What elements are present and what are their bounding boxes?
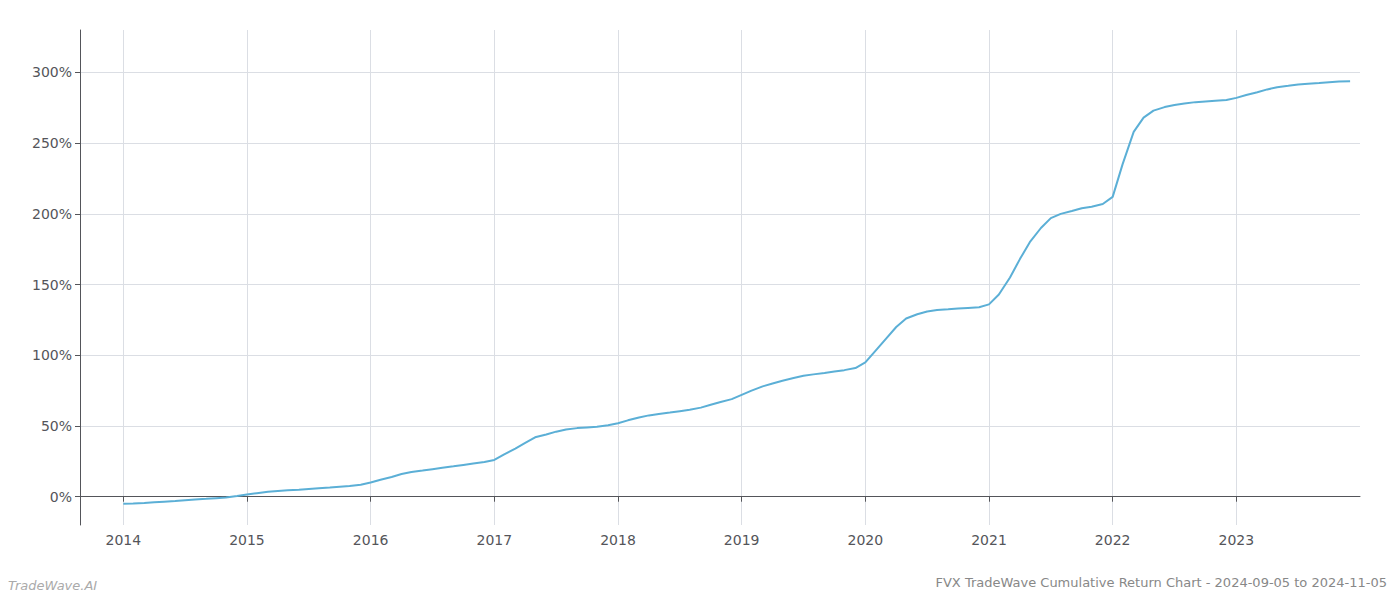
svg-text:100%: 100% [32, 347, 72, 363]
svg-text:2020: 2020 [847, 532, 883, 548]
svg-text:2019: 2019 [724, 532, 760, 548]
svg-text:50%: 50% [41, 418, 72, 434]
svg-text:2021: 2021 [971, 532, 1007, 548]
svg-text:250%: 250% [32, 135, 72, 151]
svg-text:200%: 200% [32, 206, 72, 222]
svg-text:FVX TradeWave Cumulative Retur: FVX TradeWave Cumulative Return Chart - … [935, 575, 1387, 590]
svg-text:0%: 0% [50, 489, 72, 505]
svg-text:TradeWave.AI: TradeWave.AI [8, 578, 97, 593]
svg-text:2022: 2022 [1095, 532, 1131, 548]
svg-text:2015: 2015 [229, 532, 265, 548]
svg-text:2017: 2017 [476, 532, 512, 548]
svg-text:2018: 2018 [600, 532, 636, 548]
svg-text:2016: 2016 [353, 532, 389, 548]
svg-text:2023: 2023 [1219, 532, 1255, 548]
svg-text:300%: 300% [32, 64, 72, 80]
svg-text:2014: 2014 [105, 532, 141, 548]
svg-text:150%: 150% [32, 277, 72, 293]
